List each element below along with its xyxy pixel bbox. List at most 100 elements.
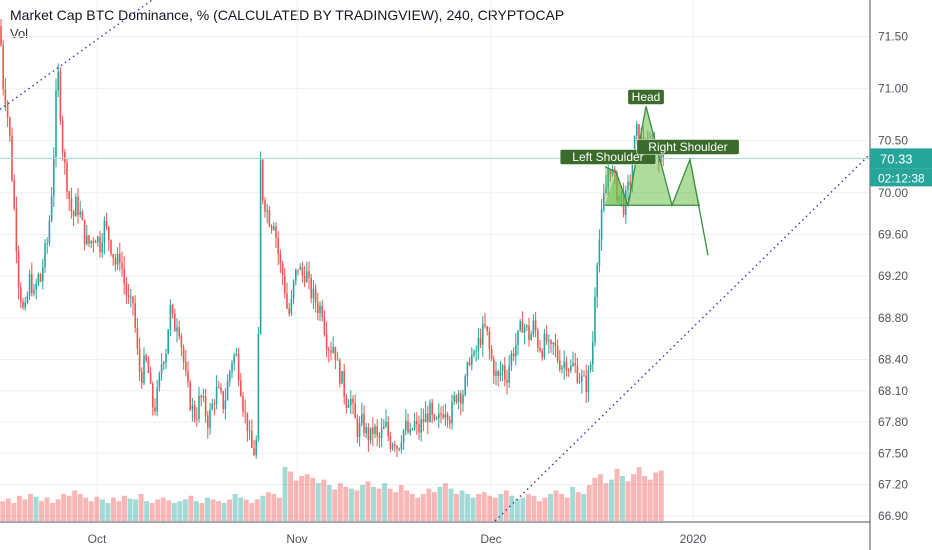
- candle-body: [607, 169, 609, 188]
- candle-body: [400, 442, 403, 450]
- volume-bar: [537, 501, 542, 521]
- volume-bar: [398, 485, 404, 521]
- price-tick-label: 67.80: [878, 415, 908, 429]
- candle-body: [660, 149, 662, 163]
- candle-body: [631, 162, 634, 186]
- candle-body: [528, 325, 530, 340]
- time-tick-label: 2020: [680, 532, 707, 546]
- volume-bar: [210, 499, 216, 521]
- volume-bar: [133, 499, 139, 521]
- candle-body: [108, 226, 110, 241]
- countdown-value: 02:12:38: [878, 171, 925, 185]
- candle-body: [132, 296, 134, 304]
- volume-bar: [636, 467, 642, 521]
- volume-bar: [415, 497, 421, 521]
- candle-body: [422, 419, 425, 423]
- candle-body: [427, 413, 429, 423]
- candle-body: [81, 211, 84, 220]
- volume-bar: [631, 474, 637, 521]
- candle-body: [222, 391, 224, 410]
- candle-body: [229, 371, 231, 381]
- candle-body: [66, 162, 68, 192]
- candle-body: [28, 274, 31, 296]
- candle-body: [75, 196, 77, 217]
- candle-body: [246, 412, 249, 432]
- candle-body: [308, 271, 310, 278]
- candle-body: [77, 196, 79, 215]
- candle-body: [484, 324, 486, 327]
- candle-body: [530, 334, 532, 340]
- candle-body: [479, 337, 482, 345]
- candle-body: [9, 117, 11, 136]
- volume-bar: [122, 495, 127, 521]
- candle-body: [72, 211, 75, 217]
- candle-body: [609, 169, 612, 175]
- volume-bar: [110, 497, 116, 521]
- candle-body: [103, 220, 106, 243]
- candle-body: [517, 330, 519, 345]
- price-tick-label: 68.40: [878, 352, 908, 366]
- candle-body: [44, 243, 46, 268]
- candle-body: [552, 342, 554, 344]
- candle-body: [97, 236, 99, 242]
- candle-body: [541, 351, 543, 358]
- volume-bar: [160, 497, 166, 521]
- candle-body: [251, 430, 253, 448]
- candle-body: [334, 346, 337, 360]
- candle-body: [149, 372, 152, 384]
- volume-bar: [359, 485, 365, 521]
- candle-body: [299, 267, 301, 270]
- candle-body: [268, 210, 271, 227]
- left-shoulder-fill: [605, 166, 628, 206]
- candle-body: [154, 407, 156, 412]
- candle-body: [277, 237, 279, 254]
- candle-body: [176, 327, 178, 332]
- pattern-path: [604, 106, 709, 256]
- candle-body: [297, 269, 299, 271]
- grid-layer: [0, 0, 870, 522]
- time-tick-label: Dec: [480, 532, 501, 546]
- candle-body: [493, 359, 495, 376]
- candle-body: [394, 444, 396, 446]
- candle-body: [561, 367, 563, 370]
- candle-body: [396, 445, 398, 449]
- candle-body: [444, 414, 447, 418]
- candle-body: [255, 439, 257, 456]
- candle-body: [600, 209, 603, 240]
- volume-bar: [393, 492, 399, 521]
- volume-bar: [138, 494, 144, 521]
- candle-body: [468, 362, 471, 365]
- volume-bar: [343, 486, 349, 521]
- candle-body: [321, 305, 323, 317]
- candle-body: [182, 347, 185, 362]
- volume-bar: [620, 476, 625, 521]
- candle-body: [127, 295, 130, 298]
- candle-body: [594, 296, 596, 343]
- candle-body: [636, 124, 638, 136]
- candle-body: [99, 236, 101, 253]
- volume-bar: [44, 497, 50, 521]
- volume-bar: [88, 501, 94, 521]
- volume-bar: [55, 499, 61, 521]
- candle-body: [539, 347, 541, 352]
- candle-body: [207, 415, 209, 429]
- candle-body: [292, 280, 295, 299]
- candle-body: [191, 405, 194, 410]
- candle-body: [200, 395, 202, 398]
- candle-body: [266, 210, 268, 212]
- volume-bar: [509, 495, 515, 521]
- candle-body: [567, 369, 570, 371]
- price-tick-label: 67.50: [878, 446, 908, 460]
- candle-body: [378, 435, 381, 439]
- candle-body: [385, 421, 387, 427]
- candle-body: [145, 355, 147, 361]
- candle-body: [398, 448, 400, 450]
- volume-bar: [50, 503, 56, 521]
- time-tick-label: Oct: [88, 532, 107, 546]
- candle-body: [288, 308, 290, 314]
- candle-body: [167, 329, 169, 354]
- candle-body: [411, 428, 414, 430]
- candle-body: [319, 305, 321, 314]
- candle-body: [464, 376, 466, 395]
